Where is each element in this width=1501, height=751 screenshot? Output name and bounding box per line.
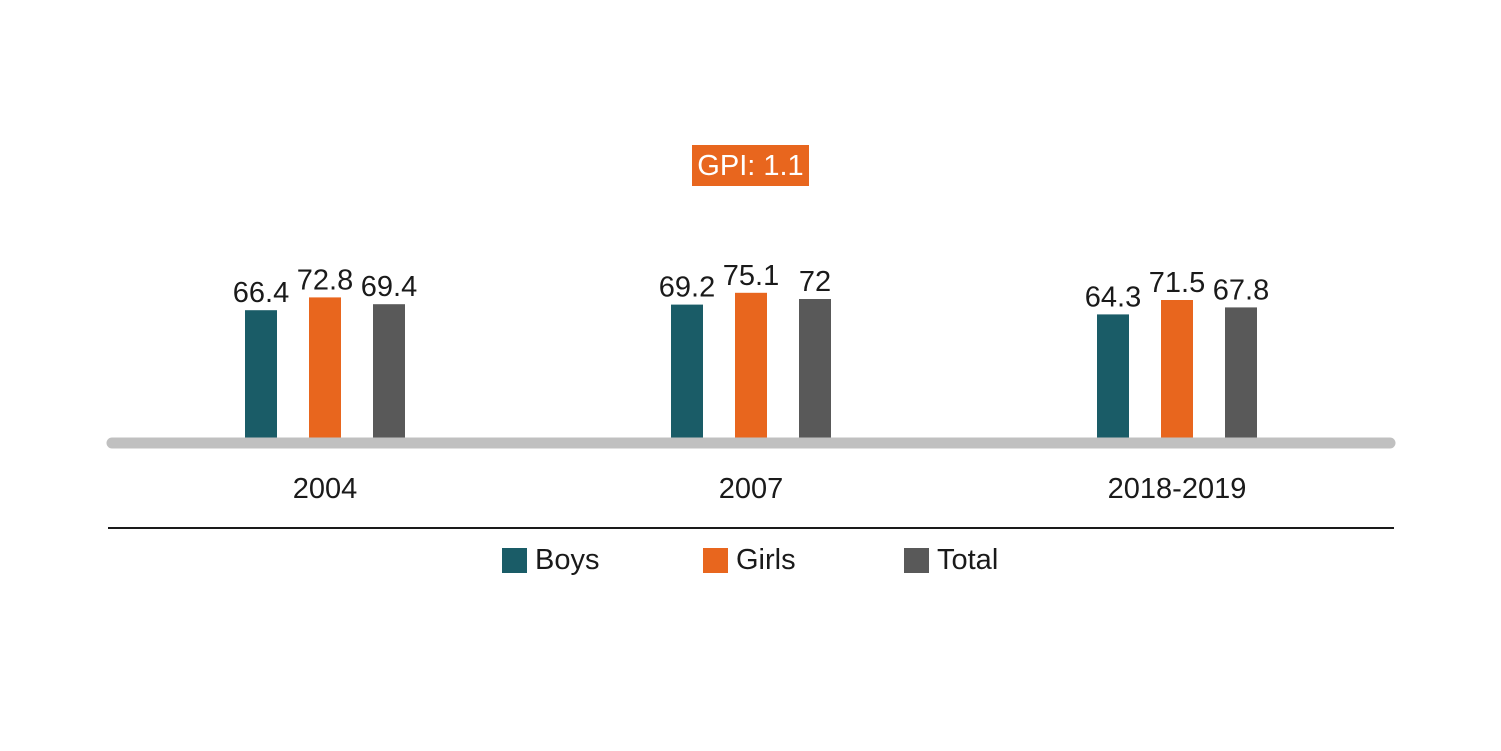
legend-label-boys: Boys	[535, 544, 599, 576]
legend-item-boys: Boys	[502, 544, 599, 576]
legend: Boys Girls Total	[502, 544, 998, 576]
category-labels-layer: 2004 2007 2018-2019	[293, 473, 1247, 505]
category-label-2018-2019: 2018-2019	[1108, 473, 1247, 505]
legend-item-girls: Girls	[703, 544, 796, 576]
value-label-boys-2007: 69.2	[659, 272, 715, 304]
value-label-total-2018-2019: 67.8	[1213, 274, 1269, 306]
legend-swatch-girls	[703, 548, 728, 573]
bar-boys-2004	[245, 310, 277, 443]
bar-total-2007	[799, 299, 831, 443]
bar-boys-2007	[671, 304, 703, 443]
legend-swatch-total	[904, 548, 929, 573]
legend-swatch-boys	[502, 548, 527, 573]
legend-item-total: Total	[904, 544, 998, 576]
bar-girls-2004	[309, 297, 341, 443]
bar-girls-2018-2019	[1161, 300, 1193, 443]
bar-total-2018-2019	[1225, 307, 1257, 443]
legend-label-total: Total	[937, 544, 998, 576]
legend-label-girls: Girls	[736, 544, 796, 576]
value-labels-layer: 66.4 72.8 69.4 69.2 75.1 72 64.3 71.5 67.8	[233, 260, 1269, 314]
value-label-boys-2018-2019: 64.3	[1085, 281, 1141, 313]
value-label-boys-2004: 66.4	[233, 277, 289, 309]
value-label-girls-2018-2019: 71.5	[1149, 267, 1205, 299]
value-label-total-2007: 72	[799, 266, 831, 298]
bar-boys-2018-2019	[1097, 314, 1129, 443]
gpi-annotation: GPI: 1.1	[692, 145, 809, 186]
gpi-annotation-box	[692, 145, 809, 186]
category-label-2007: 2007	[719, 473, 784, 505]
bar-girls-2007	[735, 292, 767, 443]
gpi-annotation-label: GPI: 1.1	[697, 150, 803, 182]
value-label-girls-2004: 72.8	[297, 264, 353, 296]
category-label-2004: 2004	[293, 473, 358, 505]
value-label-total-2004: 69.4	[361, 271, 417, 303]
bars-layer	[245, 292, 1257, 443]
value-label-girls-2007: 75.1	[723, 260, 779, 292]
bar-total-2004	[373, 304, 405, 443]
